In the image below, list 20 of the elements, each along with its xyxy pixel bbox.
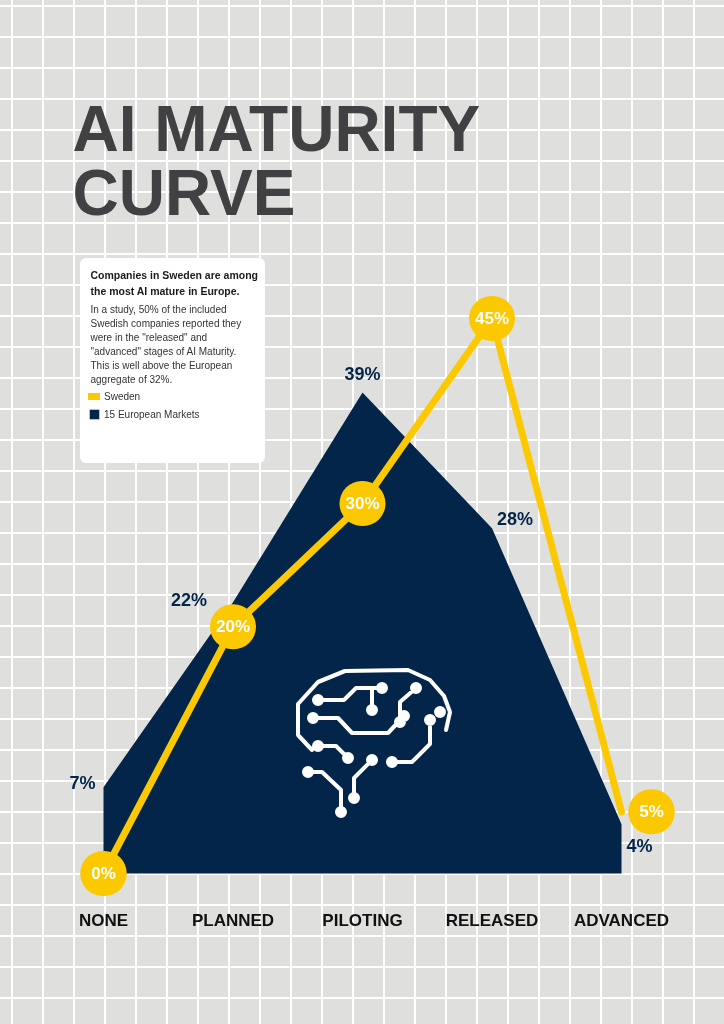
text: Companies in Sweden are among the most AI mature in Europe.: [90, 268, 258, 298]
annotation: In a study, 50% of the included Swedish companies reported they were in the "released" and "advanced" stages of AI Maturity. This is well above the European aggregate of 32%.: [89, 303, 242, 386]
data-label: 5%: [639, 802, 664, 822]
x-tick-label: NONE: [78, 910, 129, 930]
legend-label: 15 European Markets: [104, 408, 200, 421]
chart-title: AI MATURITY CURVE: [72, 92, 481, 230]
data-label: 7%: [69, 773, 96, 794]
x-tick-label: PILOTING: [322, 910, 403, 930]
legend-label: Sweden: [104, 390, 141, 403]
data-label: 39%: [344, 363, 381, 384]
x-tick-label: PLANNED: [191, 910, 275, 930]
data-label: 20%: [215, 617, 251, 637]
data-label: 30%: [345, 494, 380, 513]
data-label: 0%: [91, 864, 116, 883]
data-label: 45%: [474, 309, 510, 328]
data-label: 22%: [170, 590, 207, 611]
x-tick-label: RELEASED: [445, 910, 539, 930]
data-label: 28%: [497, 509, 534, 530]
data-label: 4%: [626, 836, 653, 857]
x-tick-label: ADVANCED: [573, 910, 670, 930]
